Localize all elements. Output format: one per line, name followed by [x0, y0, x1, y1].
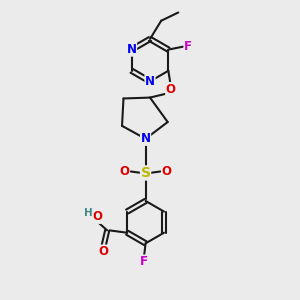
Text: F: F [184, 40, 192, 53]
Text: O: O [99, 245, 109, 258]
Text: S: S [141, 166, 151, 180]
Text: O: O [166, 82, 176, 95]
Text: O: O [93, 210, 103, 223]
Text: H: H [84, 208, 93, 218]
Text: O: O [119, 165, 129, 178]
Text: O: O [162, 165, 172, 178]
Text: F: F [140, 255, 148, 268]
Text: N: N [145, 75, 155, 88]
Text: N: N [141, 132, 151, 145]
Text: N: N [127, 43, 136, 56]
